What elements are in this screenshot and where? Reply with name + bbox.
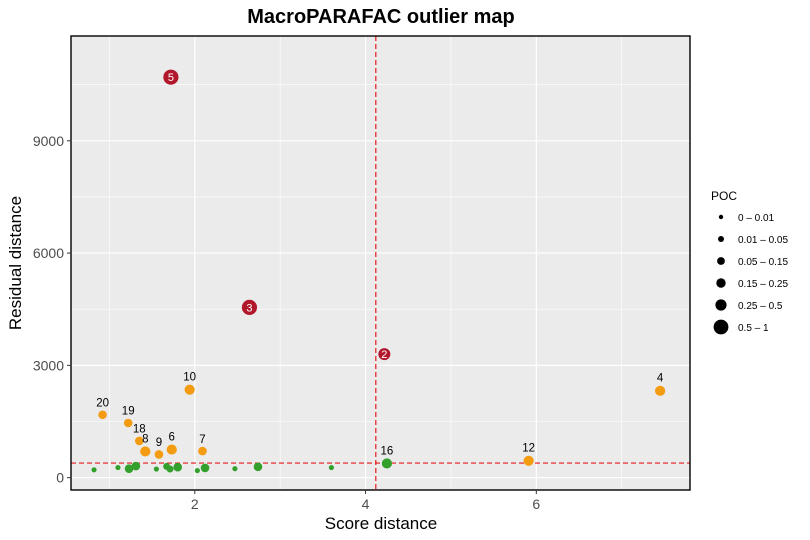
data-point-regular: [166, 465, 174, 473]
x-tick-label: 4: [362, 496, 370, 512]
legend-entry: 0.5 – 1: [738, 323, 769, 334]
data-point-bad: [241, 299, 258, 315]
data-point-regular: [328, 464, 335, 471]
y-axis-ticks: 0 3000 6000 9000: [33, 133, 71, 486]
y-tick-label: 0: [56, 470, 64, 486]
data-point-orthogonal: [523, 455, 534, 466]
legend-key: [718, 236, 724, 242]
legend-key: [717, 257, 725, 265]
data-point-orthogonal: [135, 436, 144, 446]
legend-entry: 0.25 – 0.5: [738, 301, 783, 312]
data-point-orthogonal: [154, 450, 164, 459]
y-axis-title: Residual distance: [6, 196, 25, 330]
data-point-bad: [163, 69, 179, 85]
poc-legend: POC 0 – 0.01 0.01 – 0.05 0.05 – 0.15 0.15 –…: [711, 189, 788, 335]
x-tick-label: 6: [532, 496, 540, 512]
data-point-regular: [115, 464, 121, 471]
point-label: 20: [96, 397, 109, 409]
legend-entry: 0.15 – 0.25: [738, 279, 788, 290]
data-point-orthogonal: [123, 418, 133, 428]
y-tick-label: 6000: [33, 245, 64, 261]
point-label: 3: [246, 302, 252, 314]
legend-entry: 0.01 – 0.05: [738, 235, 788, 246]
legend-entry: 0 – 0.01: [738, 213, 775, 224]
data-point-regular: [232, 466, 238, 472]
data-point-bad: [378, 348, 391, 361]
x-axis-title: Score distance: [325, 514, 437, 533]
data-point-orthogonal: [98, 410, 107, 420]
data-point-orthogonal: [184, 384, 195, 395]
data-point-orthogonal: [140, 446, 151, 457]
data-point-regular: [253, 462, 263, 472]
data-points: 5 3 2 4 10 20 19 188 9 6 7 12 16: [91, 69, 666, 474]
data-point-regular: [381, 458, 393, 469]
point-label: 10: [183, 372, 196, 384]
point-label: 2: [381, 349, 387, 361]
data-point-orthogonal: [655, 385, 666, 396]
legend-entry: 0.05 – 0.15: [738, 257, 788, 268]
data-point-regular: [91, 467, 97, 473]
x-tick-label: 2: [191, 496, 199, 512]
point-label: 5: [168, 72, 174, 84]
point-label: 9: [156, 437, 162, 449]
point-label: 4: [657, 373, 664, 385]
point-label: 12: [522, 443, 535, 455]
data-point-regular: [153, 466, 159, 472]
legend-key: [713, 319, 729, 335]
data-point-regular: [194, 467, 200, 474]
plot-border: [70, 35, 691, 491]
grid-lines: [71, 36, 690, 490]
data-point-regular: [131, 461, 141, 471]
x-axis-ticks: 2 4 6: [191, 490, 540, 512]
data-point-regular: [173, 462, 183, 472]
point-label: 8: [142, 433, 148, 445]
point-label: 7: [199, 434, 205, 446]
y-tick-label: 3000: [33, 357, 64, 373]
legend-key: [716, 278, 726, 288]
cutoff-lines: [71, 36, 690, 490]
data-point-regular: [200, 463, 210, 473]
legend-key: [715, 299, 727, 311]
chart-title: MacroPARAFAC outlier map: [247, 6, 514, 28]
data-point-regular: [124, 464, 134, 473]
point-label: 6: [169, 431, 175, 443]
legend-title: POC: [711, 189, 737, 203]
data-point-orthogonal: [198, 446, 207, 456]
plot-panel: [71, 36, 690, 490]
point-label: 16: [381, 445, 394, 457]
legend-key: [718, 214, 724, 220]
data-point-orthogonal: [166, 444, 177, 455]
point-label: 19: [122, 406, 135, 418]
point-label: 18: [133, 424, 146, 436]
y-tick-label: 9000: [33, 133, 64, 149]
